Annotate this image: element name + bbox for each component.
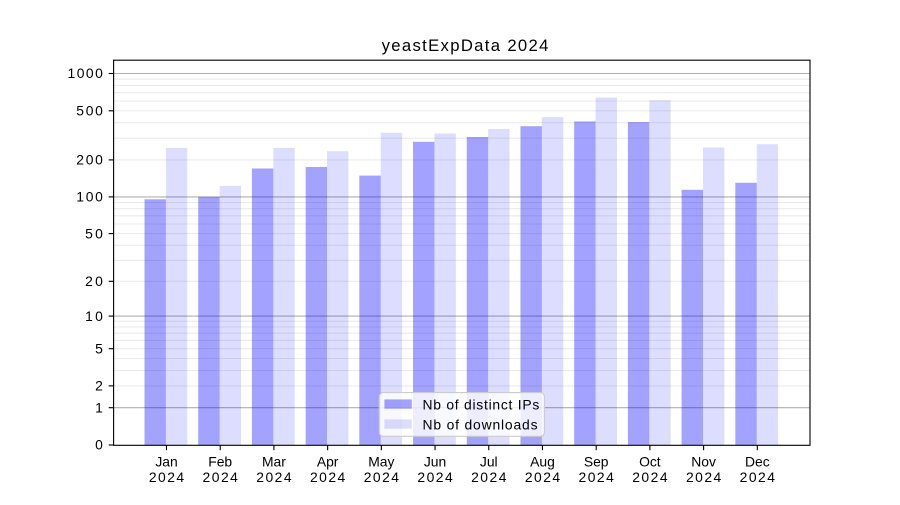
svg-text:yeastExpData 2024: yeastExpData 2024 — [382, 36, 549, 55]
svg-text:2: 2 — [95, 378, 103, 394]
svg-text:200: 200 — [76, 152, 103, 168]
svg-text:Jul: Jul — [480, 453, 498, 469]
svg-text:2024: 2024 — [364, 469, 400, 485]
svg-text:Oct: Oct — [639, 453, 661, 469]
svg-text:Dec: Dec — [745, 453, 770, 469]
svg-text:Nb of downloads: Nb of downloads — [423, 416, 538, 432]
svg-text:Aug: Aug — [530, 453, 555, 469]
svg-text:2024: 2024 — [579, 469, 615, 485]
svg-text:100: 100 — [76, 189, 103, 205]
svg-text:2024: 2024 — [632, 469, 668, 485]
svg-text:5: 5 — [95, 340, 103, 356]
svg-text:May: May — [368, 453, 394, 469]
svg-text:0: 0 — [95, 437, 103, 453]
svg-text:2024: 2024 — [686, 469, 722, 485]
svg-text:2024: 2024 — [310, 469, 346, 485]
svg-text:2024: 2024 — [525, 469, 561, 485]
svg-text:2024: 2024 — [471, 469, 507, 485]
svg-text:500: 500 — [76, 103, 103, 119]
svg-text:2024: 2024 — [740, 469, 776, 485]
svg-text:Jun: Jun — [424, 453, 446, 469]
svg-text:Nb of distinct IPs: Nb of distinct IPs — [423, 396, 540, 412]
svg-text:Feb: Feb — [208, 453, 232, 469]
svg-text:Mar: Mar — [262, 453, 286, 469]
svg-text:Jan: Jan — [155, 453, 177, 469]
svg-text:Nov: Nov — [691, 453, 716, 469]
svg-text:1: 1 — [95, 399, 103, 415]
svg-text:2024: 2024 — [149, 469, 185, 485]
svg-text:Apr: Apr — [317, 453, 339, 469]
svg-text:2024: 2024 — [256, 469, 292, 485]
svg-text:1000: 1000 — [68, 65, 104, 81]
svg-text:2024: 2024 — [203, 469, 239, 485]
svg-text:2024: 2024 — [417, 469, 453, 485]
svg-text:Sep: Sep — [584, 453, 609, 469]
